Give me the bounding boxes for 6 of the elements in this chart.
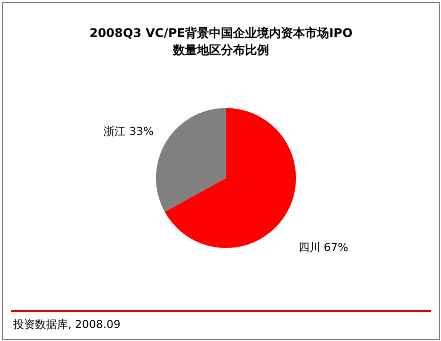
- slice-label: 浙江 33%: [104, 125, 154, 138]
- pie-slice: [164, 108, 296, 248]
- pie-slice: [156, 108, 226, 212]
- chart-title: 2008Q3 VC/PE背景中国企业境内资本市场IPO 数量地区分布比例: [88, 25, 354, 59]
- text: 投资数据库, 2008.09: [13, 317, 120, 332]
- slice-label: 四川 67%: [298, 240, 348, 254]
